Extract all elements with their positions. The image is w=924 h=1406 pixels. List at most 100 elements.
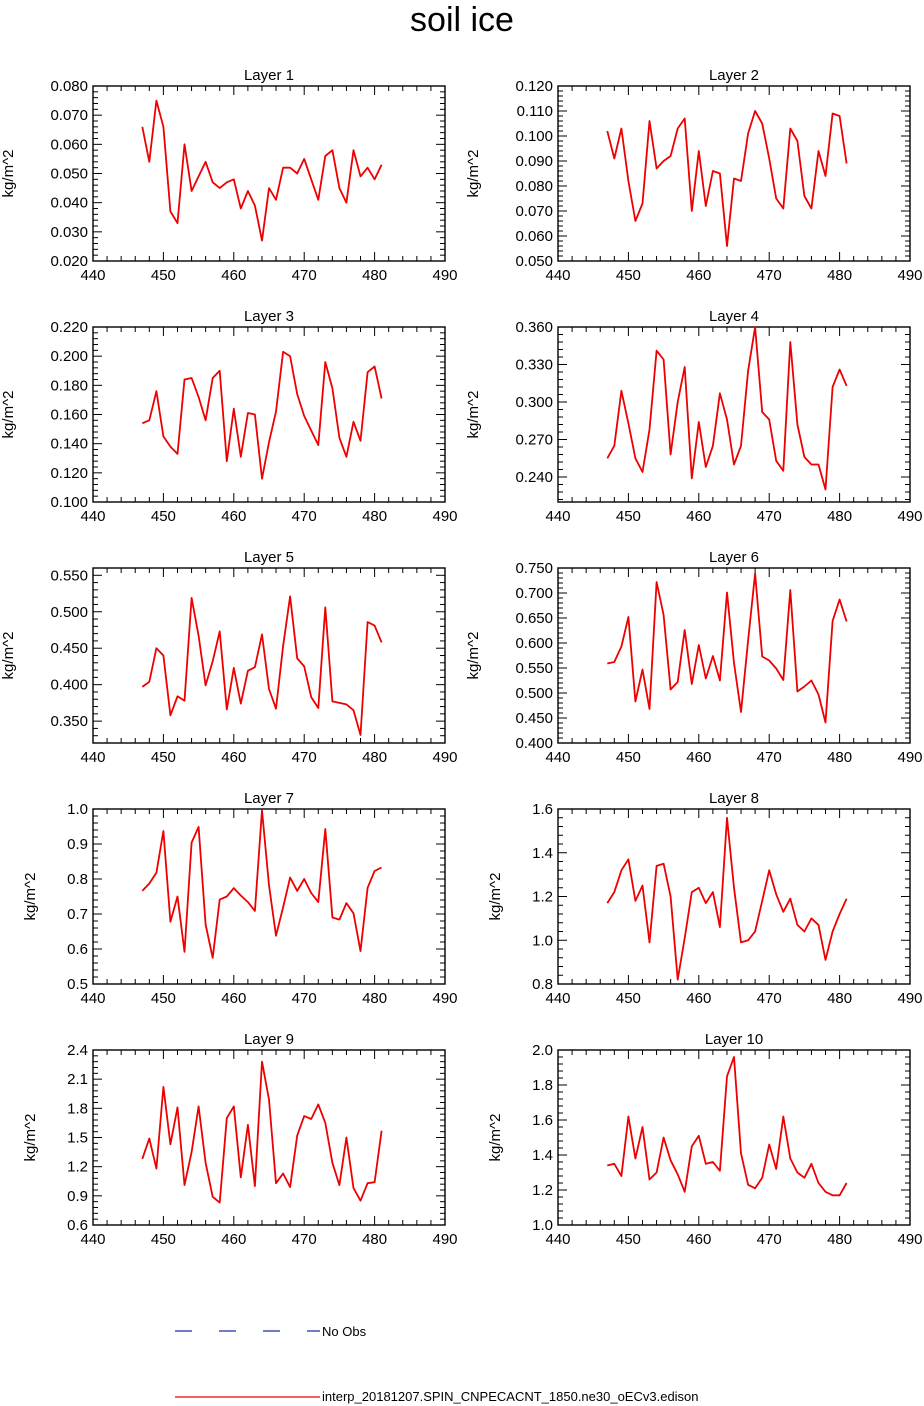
x-tick-label: 450 <box>616 508 641 525</box>
chart-layer-5: Layer 5 440 450 460 470 480 490 0.350 0.400 0.450… <box>0 549 458 766</box>
x-tick-label: 480 <box>362 1231 387 1248</box>
chart-title: Layer 5 <box>244 549 294 566</box>
x-tick-label: 460 <box>221 990 246 1007</box>
model-legend-label: interp_20181207.SPIN_CNPECACNT_1850.ne30… <box>322 1389 699 1404</box>
x-tick-label: 460 <box>686 1231 711 1248</box>
y-tick-label: 0.700 <box>515 585 553 602</box>
chart-title: Layer 3 <box>244 308 294 325</box>
x-tick-label: 450 <box>616 749 641 766</box>
y-tick-label: 0.650 <box>515 610 553 627</box>
x-tick-label: 460 <box>221 267 246 284</box>
y-axis-label: kg/m^2 <box>0 391 17 439</box>
x-tick-label: 480 <box>362 508 387 525</box>
x-tick-label: 470 <box>292 267 317 284</box>
plot-frame <box>92 326 446 503</box>
x-tick-label: 470 <box>757 749 782 766</box>
y-tick-label: 0.200 <box>50 348 88 365</box>
y-tick-label: 0.9 <box>67 1188 88 1205</box>
y-tick-label: 0.220 <box>50 319 88 336</box>
x-tick-label: 450 <box>151 267 176 284</box>
y-tick-label: 1.6 <box>532 1112 553 1129</box>
x-tick-label: 440 <box>545 508 570 525</box>
series-line <box>141 809 383 959</box>
x-tick-label: 470 <box>292 1231 317 1248</box>
y-tick-label: 2.4 <box>67 1042 88 1059</box>
y-axis-label: kg/m^2 <box>487 873 504 921</box>
x-tick-label: 490 <box>432 990 457 1007</box>
x-tick-label: 440 <box>545 990 570 1007</box>
y-tick-label: 0.070 <box>50 107 88 124</box>
y-tick-label: 0.9 <box>67 836 88 853</box>
series-line <box>141 1060 383 1204</box>
y-tick-label: 0.050 <box>515 253 553 270</box>
y-axis-label: kg/m^2 <box>0 632 17 680</box>
plot-frame <box>557 326 911 503</box>
x-tick-label: 470 <box>757 267 782 284</box>
y-tick-label: 0.080 <box>50 78 88 95</box>
y-axis-label: kg/m^2 <box>487 1114 504 1162</box>
x-tick-label: 490 <box>897 1231 922 1248</box>
plot-frame <box>557 1049 911 1226</box>
x-tick-label: 450 <box>616 267 641 284</box>
y-tick-label: 1.4 <box>532 845 553 862</box>
obs-legend-label: No Obs <box>322 1324 367 1339</box>
chart-layer-8: Layer 8 440 450 460 470 480 490 0.8 1.0 1.2 1.4 1.6… <box>487 790 923 1007</box>
x-tick-label: 460 <box>221 749 246 766</box>
x-tick-label: 480 <box>362 990 387 1007</box>
y-tick-label: 0.400 <box>515 735 553 752</box>
y-tick-label: 1.0 <box>67 801 88 818</box>
y-tick-label: 0.7 <box>67 906 88 923</box>
series-line <box>606 326 848 491</box>
y-tick-label: 0.360 <box>515 319 553 336</box>
series-line <box>606 816 848 981</box>
y-tick-label: 0.060 <box>50 136 88 153</box>
y-tick-label: 0.6 <box>67 941 88 958</box>
x-tick-label: 490 <box>897 749 922 766</box>
y-tick-label: 1.8 <box>67 1100 88 1117</box>
x-tick-label: 470 <box>292 508 317 525</box>
plot-frame <box>557 567 911 744</box>
y-tick-label: 1.0 <box>532 932 553 949</box>
chart-layer-7: Layer 7 440 450 460 470 480 490 0.5 0.6 0.7 0.8 0.9… <box>22 790 458 1007</box>
series-line <box>141 99 383 242</box>
y-tick-label: 2.0 <box>532 1042 553 1059</box>
x-tick-label: 480 <box>827 1231 852 1248</box>
y-tick-label: 1.0 <box>532 1217 553 1234</box>
x-tick-label: 490 <box>432 508 457 525</box>
chart-title: Layer 4 <box>709 308 759 325</box>
x-tick-label: 470 <box>757 990 782 1007</box>
y-tick-label: 0.020 <box>50 253 88 270</box>
series-line <box>606 110 848 247</box>
x-tick-label: 450 <box>616 1231 641 1248</box>
y-tick-label: 0.120 <box>515 78 553 95</box>
chart-layer-10: Layer 10 440 450 460 470 480 490 1.0 1.2 1.4 1.6 1.… <box>487 1031 923 1248</box>
y-axis-label: kg/m^2 <box>465 632 482 680</box>
x-tick-label: 440 <box>545 749 570 766</box>
y-tick-label: 0.100 <box>515 128 553 145</box>
chart-title: Layer 8 <box>709 790 759 807</box>
y-tick-label: 0.270 <box>515 432 553 449</box>
x-tick-label: 460 <box>686 990 711 1007</box>
plot-frame <box>92 567 446 744</box>
y-tick-label: 0.140 <box>50 436 88 453</box>
chart-layer-3: Layer 3 440 450 460 470 480 490 0.100 0.120 0.140… <box>0 308 458 525</box>
y-tick-label: 1.2 <box>67 1159 88 1176</box>
x-tick-label: 470 <box>757 1231 782 1248</box>
x-tick-label: 470 <box>757 508 782 525</box>
x-tick-label: 450 <box>616 990 641 1007</box>
y-tick-label: 0.070 <box>515 203 553 220</box>
x-tick-label: 460 <box>686 749 711 766</box>
x-tick-label: 450 <box>151 1231 176 1248</box>
chart-title: Layer 7 <box>244 790 294 807</box>
series-line <box>607 1056 848 1197</box>
x-tick-label: 490 <box>897 508 922 525</box>
x-tick-label: 490 <box>897 990 922 1007</box>
chart-title: Layer 9 <box>244 1031 294 1048</box>
y-tick-label: 2.1 <box>67 1071 88 1088</box>
x-tick-label: 480 <box>827 749 852 766</box>
y-axis-label: kg/m^2 <box>22 873 39 921</box>
y-tick-label: 0.550 <box>515 660 553 677</box>
x-tick-label: 490 <box>897 267 922 284</box>
obs-legend-line <box>175 1330 320 1332</box>
